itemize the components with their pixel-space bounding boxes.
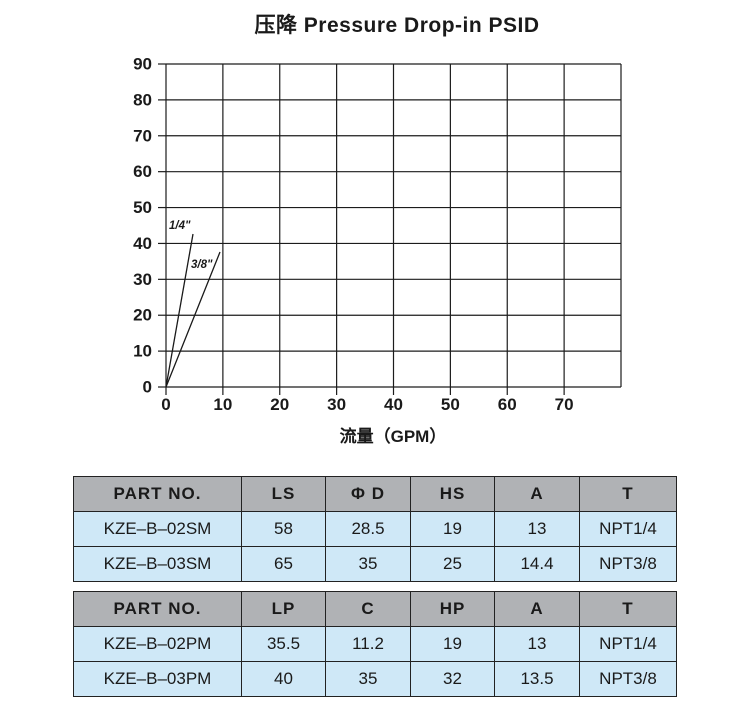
svg-text:60: 60 [498, 395, 517, 414]
svg-text:20: 20 [270, 395, 289, 414]
svg-text:40: 40 [133, 234, 152, 253]
svg-text:1/4": 1/4" [169, 220, 191, 232]
svg-text:80: 80 [133, 90, 152, 109]
svg-text:50: 50 [441, 395, 460, 414]
svg-text:90: 90 [133, 55, 152, 74]
svg-text:60: 60 [133, 162, 152, 181]
svg-text:0: 0 [161, 395, 170, 414]
svg-text:30: 30 [327, 395, 346, 414]
svg-text:3/8": 3/8" [191, 259, 213, 271]
svg-text:50: 50 [133, 198, 152, 217]
svg-text:20: 20 [133, 306, 152, 325]
svg-text:流量（GPM）: 流量（GPM） [340, 426, 447, 446]
svg-text:70: 70 [555, 395, 574, 414]
svg-text:10: 10 [133, 342, 152, 361]
svg-text:30: 30 [133, 270, 152, 289]
svg-text:70: 70 [133, 126, 152, 145]
svg-text:40: 40 [384, 395, 403, 414]
svg-text:10: 10 [213, 395, 232, 414]
svg-text:0: 0 [143, 378, 152, 397]
